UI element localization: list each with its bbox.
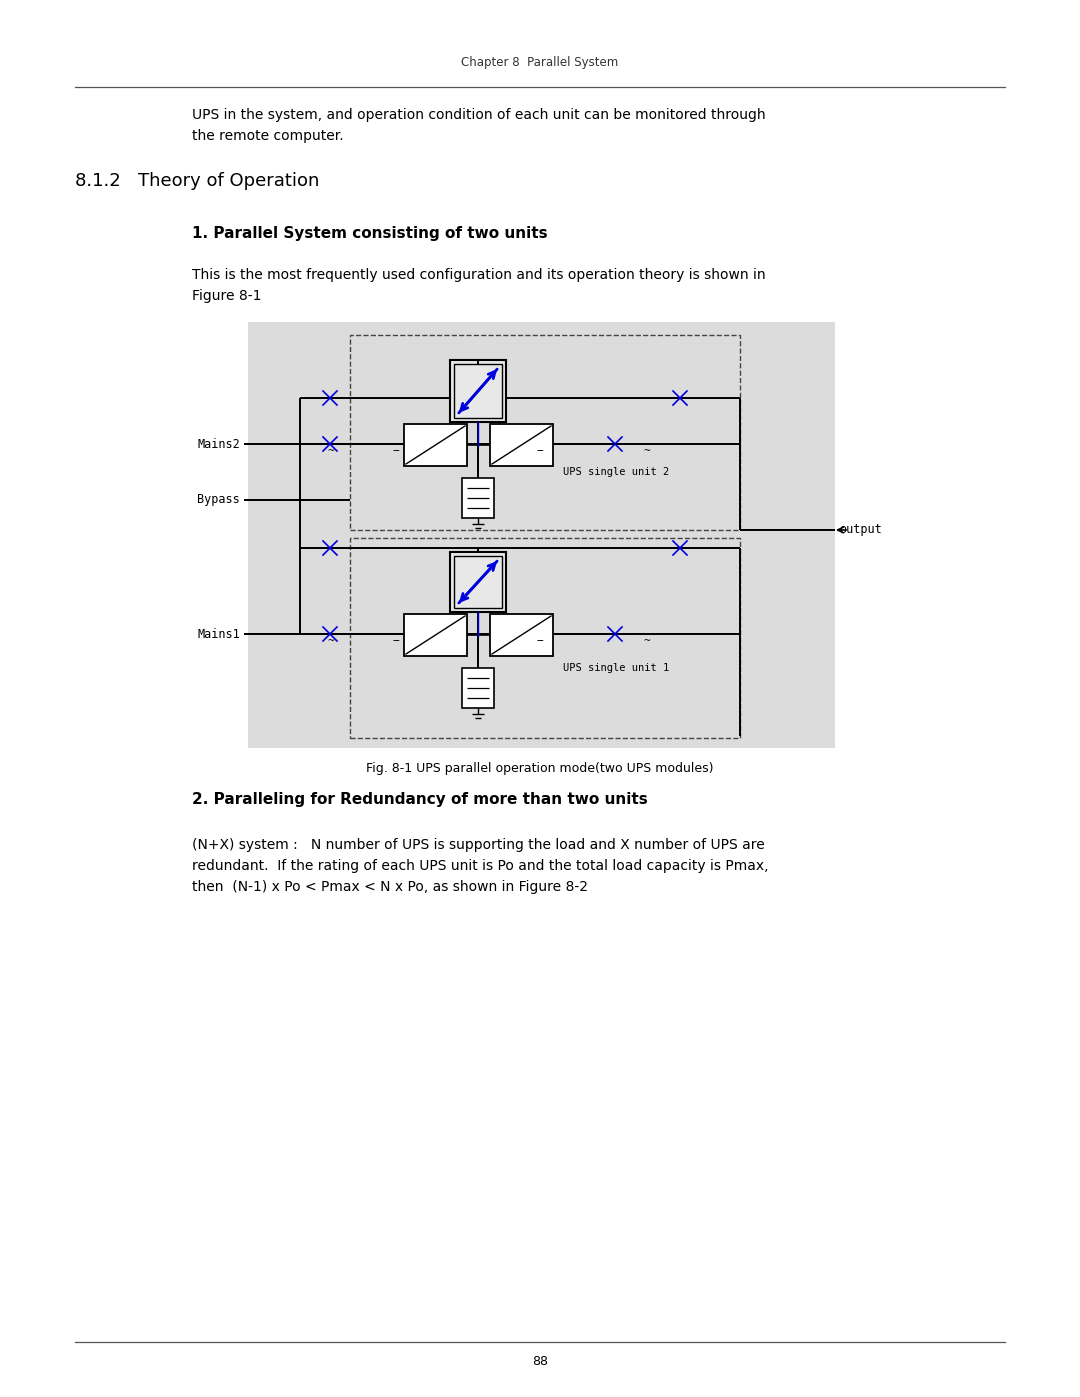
- Text: UPS in the system, and operation condition of each unit can be monitored through: UPS in the system, and operation conditi…: [192, 108, 766, 142]
- Text: Fig. 8-1 UPS parallel operation mode(two UPS modules): Fig. 8-1 UPS parallel operation mode(two…: [366, 761, 714, 775]
- Text: ~: ~: [327, 636, 335, 647]
- Bar: [404, 425, 467, 467]
- Bar: [450, 360, 507, 422]
- Bar: [490, 425, 553, 467]
- Text: −: −: [537, 446, 543, 457]
- Bar: [462, 478, 494, 518]
- Text: Bypass: Bypass: [198, 493, 240, 507]
- Text: 1. Parallel System consisting of two units: 1. Parallel System consisting of two uni…: [192, 226, 548, 242]
- Text: −: −: [537, 636, 543, 647]
- Bar: [462, 668, 494, 708]
- Text: −: −: [393, 446, 400, 457]
- Text: ~: ~: [644, 636, 650, 647]
- Text: 2. Paralleling for Redundancy of more than two units: 2. Paralleling for Redundancy of more th…: [192, 792, 648, 807]
- Text: Mains1: Mains1: [198, 627, 240, 640]
- Bar: [450, 552, 507, 612]
- Text: UPS single unit 1: UPS single unit 1: [563, 664, 670, 673]
- Text: ~: ~: [644, 446, 650, 457]
- Bar: [454, 365, 502, 418]
- Text: Mains2: Mains2: [198, 437, 240, 450]
- Text: ~: ~: [327, 446, 335, 457]
- Text: UPS single unit 2: UPS single unit 2: [563, 467, 670, 476]
- Bar: [454, 556, 502, 608]
- Text: 88: 88: [532, 1355, 548, 1368]
- Bar: [350, 335, 740, 529]
- Text: 8.1.2   Theory of Operation: 8.1.2 Theory of Operation: [75, 172, 320, 190]
- Bar: [350, 538, 740, 738]
- Bar: [490, 615, 553, 657]
- Text: (N+X) system :   N number of UPS is supporting the load and X number of UPS are
: (N+X) system : N number of UPS is suppor…: [192, 838, 769, 894]
- Bar: [248, 321, 835, 747]
- Text: output: output: [839, 524, 881, 536]
- Text: Chapter 8  Parallel System: Chapter 8 Parallel System: [461, 56, 619, 68]
- Bar: [404, 615, 467, 657]
- Text: −: −: [393, 636, 400, 647]
- Text: This is the most frequently used configuration and its operation theory is shown: This is the most frequently used configu…: [192, 268, 766, 303]
